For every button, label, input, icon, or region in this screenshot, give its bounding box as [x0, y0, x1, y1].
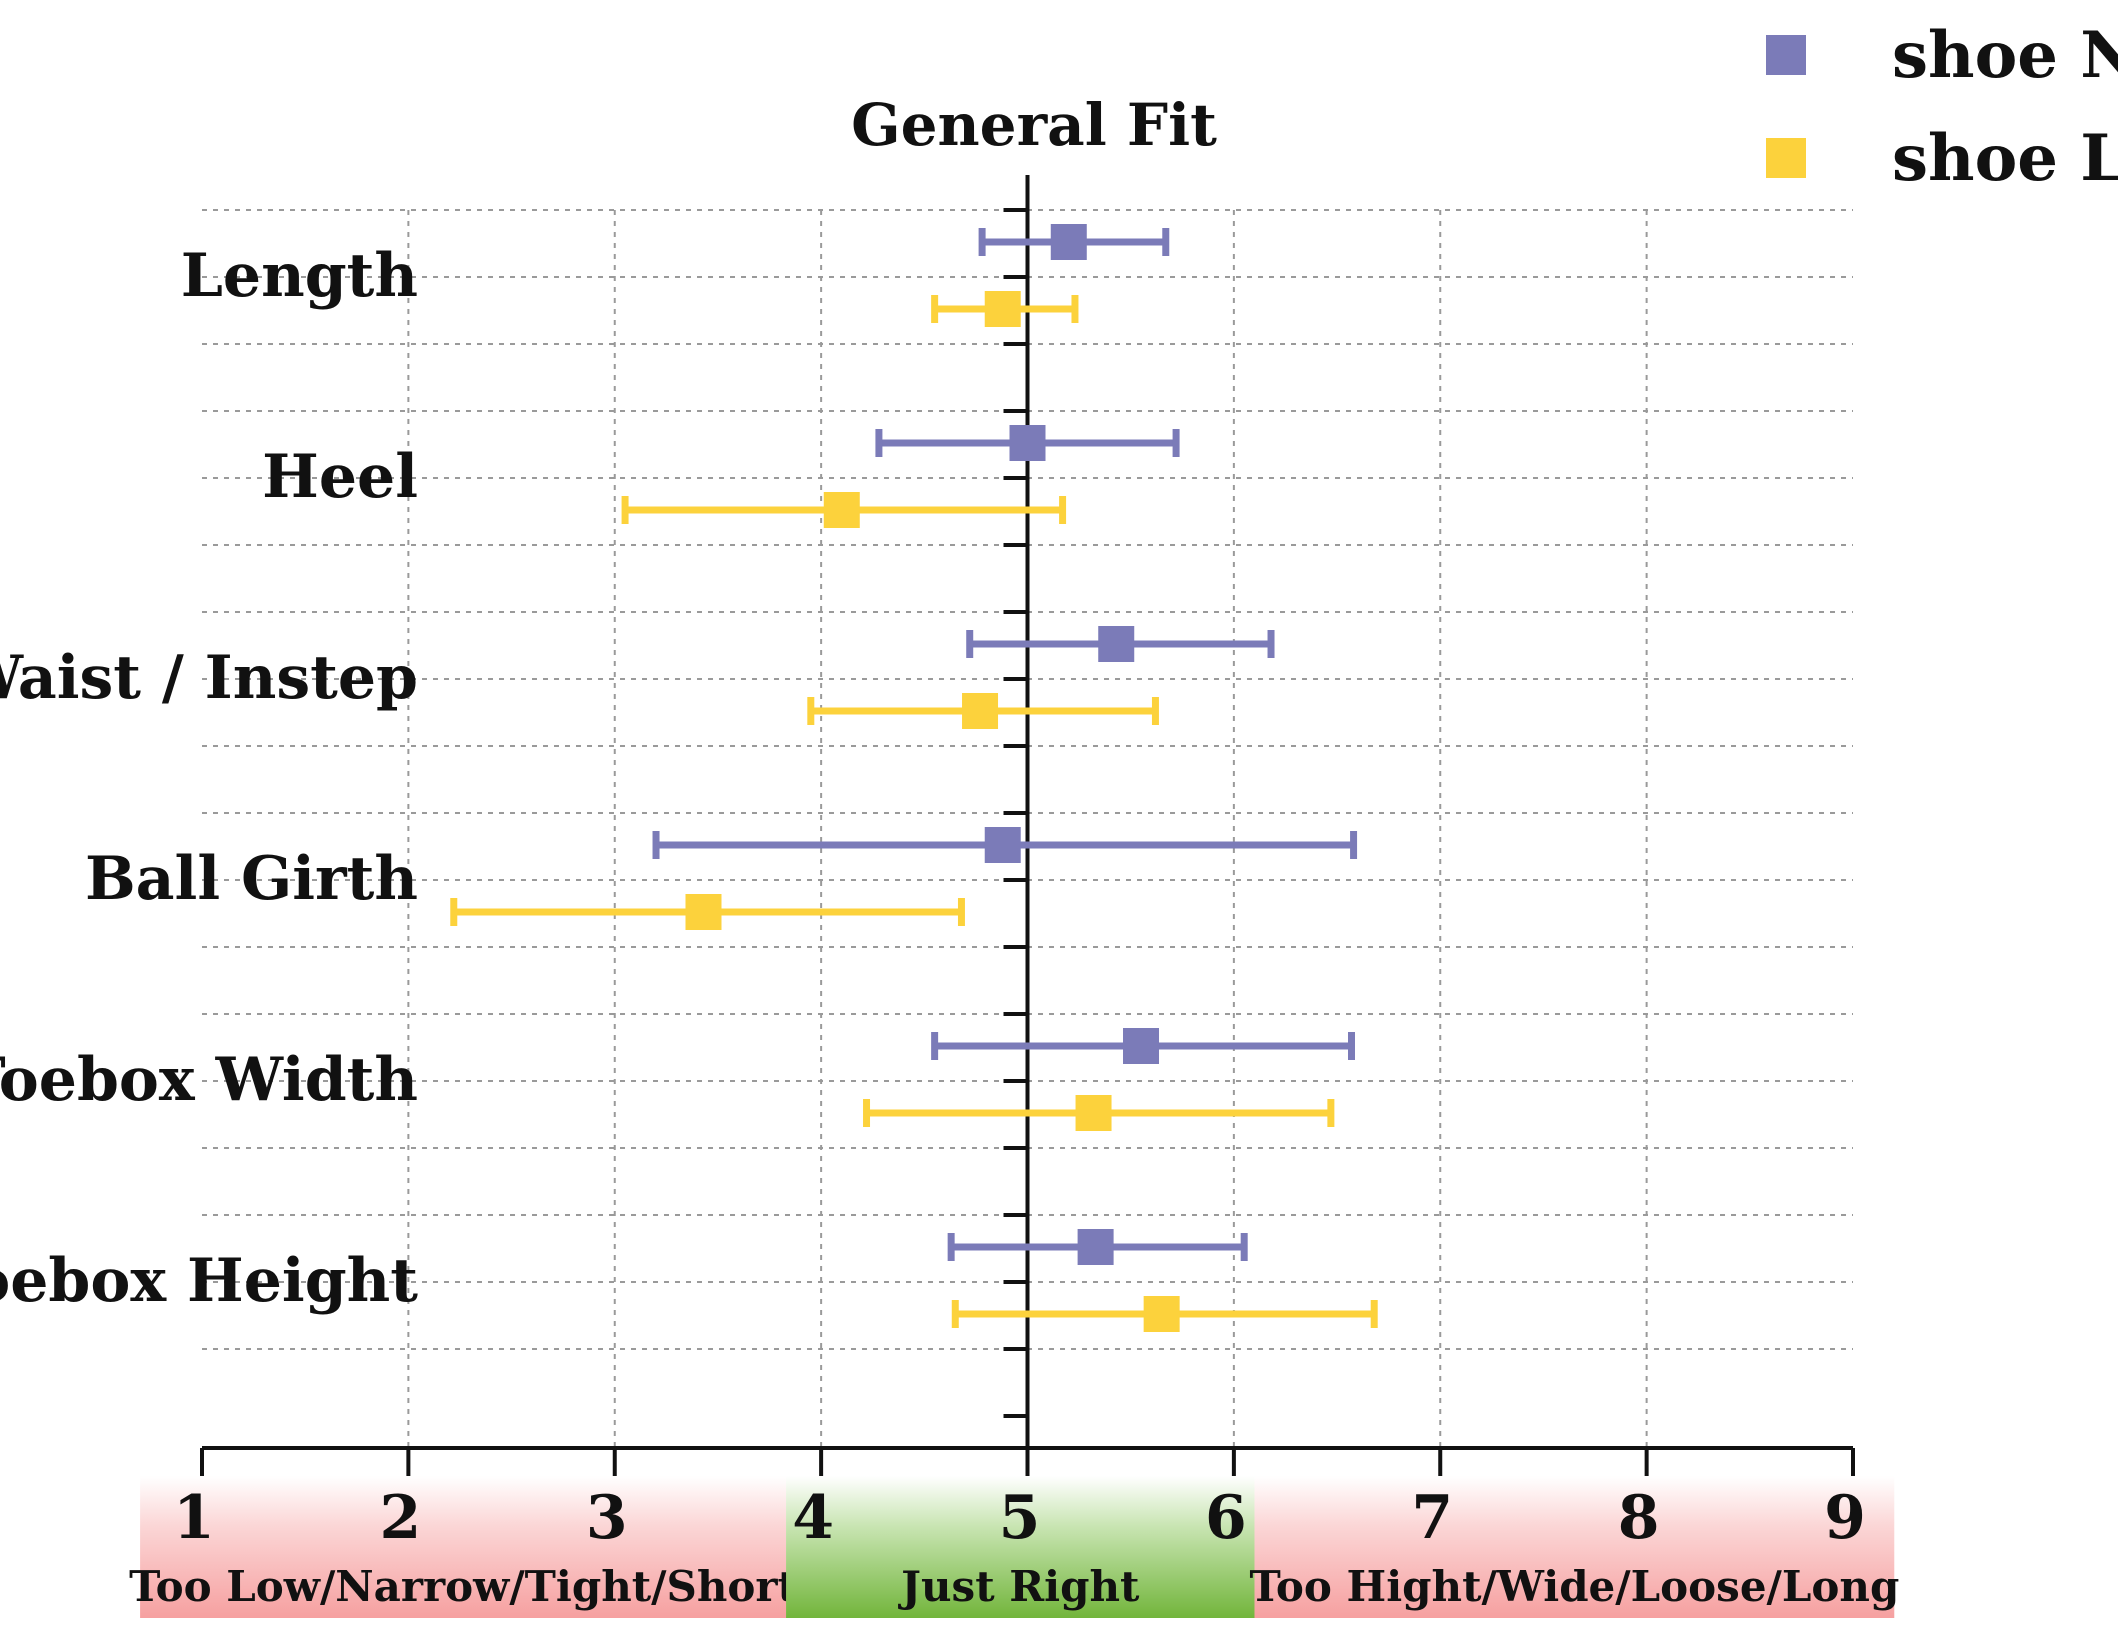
- data-point: [962, 693, 999, 729]
- data-point: [1075, 1095, 1112, 1131]
- category-label: Toebox Width: [0, 1045, 418, 1115]
- x-tick-label: 5: [999, 1483, 1041, 1553]
- chart-title: General Fit: [851, 91, 1217, 159]
- legend-swatch: [1766, 138, 1806, 178]
- data-point: [984, 291, 1021, 327]
- zone-band: [786, 1476, 1255, 1618]
- data-point: [1077, 1229, 1114, 1265]
- data-point: [685, 894, 722, 930]
- data-point: [1050, 224, 1087, 260]
- x-tick-label: 1: [173, 1483, 215, 1553]
- zone-band: [1254, 1476, 1895, 1618]
- x-tick-label: 7: [1411, 1483, 1453, 1553]
- x-tick-label: 9: [1824, 1483, 1866, 1553]
- category-label: Ball Girth: [85, 844, 418, 914]
- category-label: Heel: [262, 442, 418, 512]
- x-tick-label: 8: [1618, 1483, 1660, 1553]
- legend-swatch: [1766, 35, 1806, 75]
- zone-label: Too Hight/Wide/Loose/Long: [1249, 1562, 1899, 1611]
- zone-label: Just Right: [897, 1562, 1140, 1611]
- data-point: [984, 827, 1021, 863]
- data-point: [1143, 1296, 1180, 1332]
- legend: shoe N shoe L: [1766, 18, 2118, 196]
- data-series: [450, 224, 1378, 1332]
- legend-label: shoe L: [1892, 121, 2118, 196]
- data-point: [1009, 425, 1046, 461]
- legend-label: shoe N: [1892, 18, 2118, 93]
- data-point: [823, 492, 860, 528]
- data-point: [1123, 1028, 1160, 1064]
- x-tick-label: 3: [586, 1483, 628, 1553]
- x-tick-label: 4: [792, 1483, 834, 1553]
- category-label: Length: [181, 241, 418, 311]
- x-tick-label: 2: [380, 1483, 422, 1553]
- axes: 1 2 3 4 5 6 7 8 9: [173, 175, 1866, 1553]
- x-tick-label: 6: [1205, 1483, 1247, 1553]
- zone-label: Too Low/Narrow/Tight/Short: [129, 1562, 797, 1611]
- category-label: Waist / Instep: [0, 643, 418, 713]
- data-point: [1098, 626, 1135, 662]
- fit-zones: Too Low/Narrow/Tight/Short Just Right Too …: [129, 1476, 1899, 1618]
- category-labels: Length Heel Waist / Instep Ball Girth Toebox…: [0, 241, 418, 1316]
- category-label: Toebox Height: [0, 1246, 418, 1316]
- zone-band: [140, 1476, 787, 1618]
